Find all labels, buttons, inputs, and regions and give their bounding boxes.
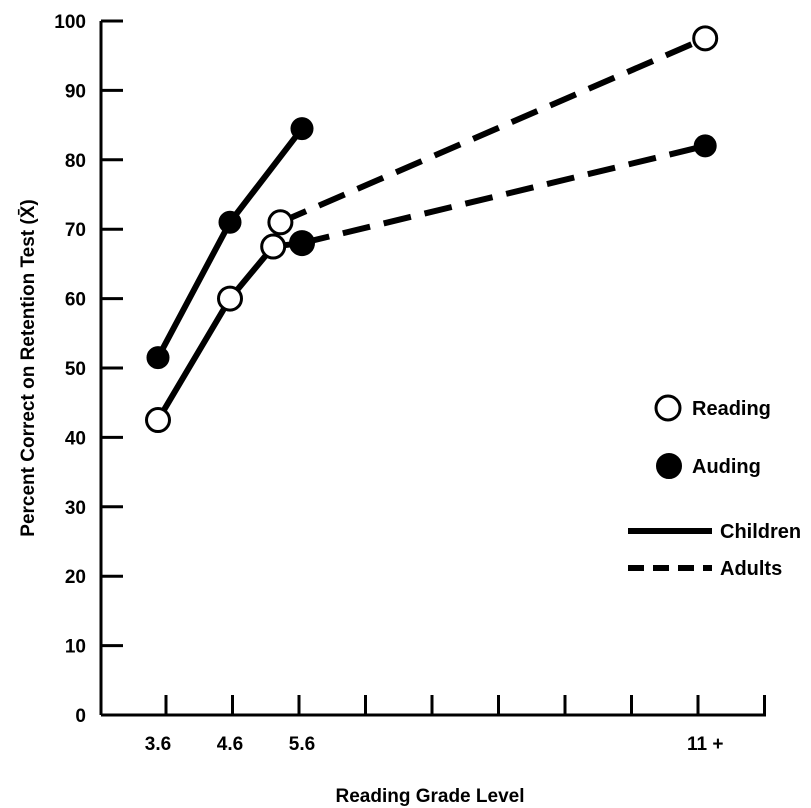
y-tick-label: 100	[54, 12, 86, 33]
series-layer	[145, 25, 719, 434]
y-axis-title: Percent Correct on Retention Test (X̄)	[18, 199, 39, 536]
y-tick-label: 60	[65, 290, 86, 311]
data-point-children-reading	[260, 233, 287, 260]
data-point-children-auding	[290, 117, 314, 141]
y-tick-label: 80	[65, 151, 86, 172]
y-tick-label: 40	[65, 428, 86, 449]
y-tick-label: 90	[65, 81, 86, 102]
data-point-adults-reading	[692, 25, 719, 52]
data-point-adults-reading	[267, 209, 294, 236]
series-line-adults-reading	[279, 35, 707, 226]
data-point-adults-auding	[290, 231, 314, 255]
x-tick-label: 3.6	[145, 734, 171, 755]
y-tick-label: 0	[75, 706, 86, 727]
legend-adults-label: Adults	[720, 558, 782, 580]
y-tick-label: 50	[65, 359, 86, 380]
data-point-children-auding	[218, 210, 242, 234]
legend-auding-marker	[656, 453, 682, 479]
data-point-children-reading	[145, 407, 171, 434]
legend: Reading Auding Children Adults	[628, 394, 801, 580]
x-tick-label: 5.6	[289, 734, 315, 755]
data-point-children-reading	[217, 285, 243, 312]
series-line-adults-auding	[301, 143, 706, 246]
y-tick-label: 10	[65, 637, 86, 658]
y-tick-label: 30	[65, 498, 86, 519]
y-tick-label: 20	[65, 567, 86, 588]
y-tick-label: 70	[65, 220, 86, 241]
series-line-children-reading	[155, 240, 303, 422]
data-point-children-auding	[146, 346, 170, 370]
legend-reading-label: Reading	[692, 398, 771, 420]
legend-auding-label: Auding	[692, 456, 761, 478]
x-tick-label: 11 +	[687, 734, 723, 755]
legend-children-label: Children	[720, 521, 801, 543]
axes: 0 10 20 30 40 50 60 70 80 90 100 3.6 4.6 5.6 11 +	[54, 12, 766, 755]
legend-reading-marker	[654, 394, 682, 422]
data-point-adults-auding	[693, 134, 717, 158]
x-tick-label: 4.6	[217, 734, 243, 755]
x-axis-title: Reading Grade Level	[335, 786, 524, 807]
